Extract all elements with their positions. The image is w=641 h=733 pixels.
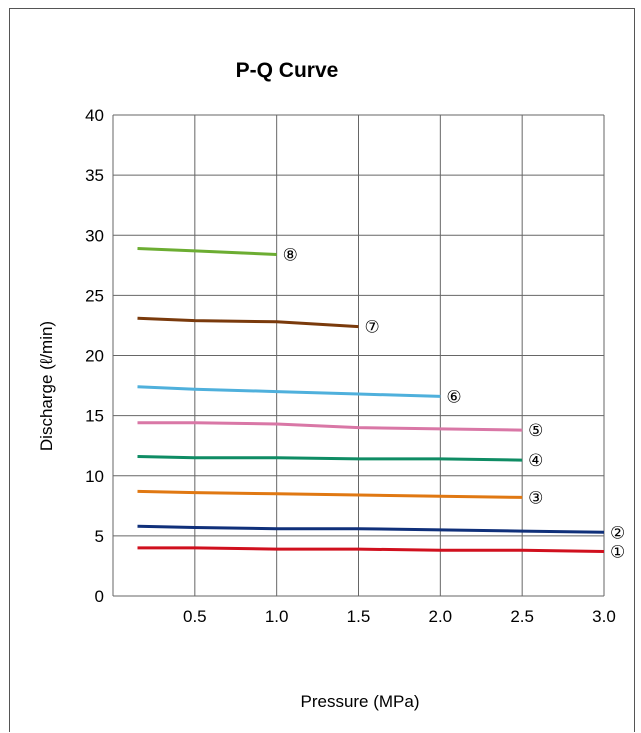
series-line-4 — [137, 455, 523, 462]
series-label-2: ② — [610, 523, 625, 543]
y-axis-ticks: 0 5 10 15 20 25 30 35 40 — [85, 106, 104, 606]
y-tick-label: 5 — [95, 527, 104, 546]
y-tick-label: 25 — [85, 286, 104, 305]
x-tick-label: 3.0 — [592, 607, 616, 626]
series-line-2 — [137, 524, 605, 534]
series-label-7: ⑦ — [365, 318, 380, 338]
grid — [112, 114, 605, 597]
y-tick-label: 30 — [85, 226, 104, 245]
series-label-4: ④ — [528, 451, 543, 471]
x-axis-ticks: 0.5 1.0 1.5 2.0 2.5 3.0 — [183, 607, 616, 626]
series-line-5 — [137, 421, 523, 432]
x-tick-label: 0.5 — [183, 607, 207, 626]
y-tick-label: 20 — [85, 347, 104, 366]
pq-curve-chart: P-Q Curve ①② ③ ④ ⑤ ⑥ ⑦ ⑧ 0.5 1.0 1.5 2.0 2.5 3.0 0 5… — [37, 59, 626, 711]
x-tick-label: 2.0 — [429, 607, 453, 626]
y-tick-label: 35 — [85, 166, 104, 185]
x-axis-label: Pressure (MPa) — [300, 692, 419, 711]
x-tick-label: 1.5 — [347, 607, 371, 626]
series-line-1 — [137, 546, 605, 553]
series-line-6 — [137, 385, 441, 398]
series-line-3 — [137, 489, 523, 499]
series-label-3: ③ — [528, 488, 543, 508]
series-label-1: ① — [610, 543, 625, 563]
y-tick-label: 15 — [85, 407, 104, 426]
y-tick-label: 10 — [85, 467, 104, 486]
series-line-8 — [137, 247, 277, 256]
chart-title: P-Q Curve — [236, 59, 339, 82]
series-label-6: ⑥ — [446, 387, 461, 407]
series-label-8: ⑧ — [283, 245, 298, 265]
series-label-5: ⑤ — [528, 421, 543, 441]
y-axis-label: Discharge (ℓ/min) — [37, 321, 56, 451]
y-tick-label: 40 — [85, 106, 104, 125]
x-tick-label: 1.0 — [265, 607, 289, 626]
series-line-7 — [137, 316, 359, 329]
y-tick-label: 0 — [95, 587, 104, 606]
x-tick-label: 2.5 — [510, 607, 534, 626]
series-lines — [137, 247, 605, 553]
series-labels: ①② ③ ④ ⑤ ⑥ ⑦ ⑧ — [283, 245, 626, 562]
